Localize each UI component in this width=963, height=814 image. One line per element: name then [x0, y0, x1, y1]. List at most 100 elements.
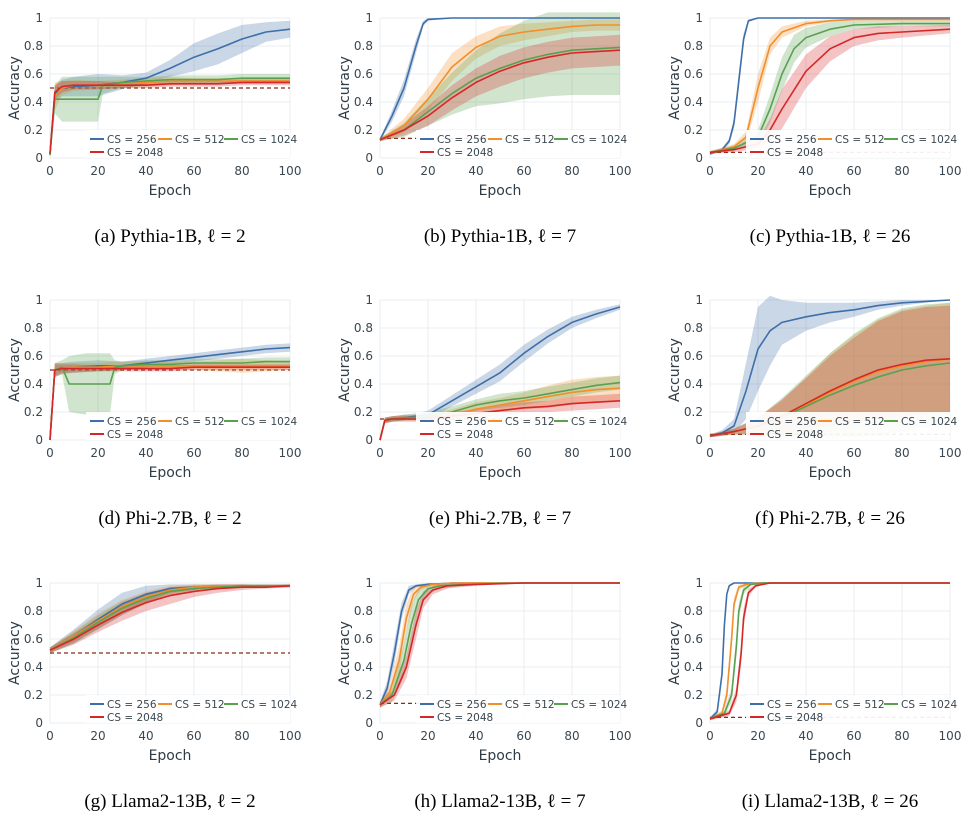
legend-background — [86, 695, 290, 723]
legend-entry-label: CS = 256 — [437, 699, 487, 711]
y-tick-label: 0.8 — [24, 604, 43, 618]
chart-panel: 0 0.2 0.4 0.6 0.8 1 0 20 40 60 80 100 Epoch Accuracy C… — [667, 293, 961, 529]
panel-caption: (d) Phi-2.7B, ℓ = 2 — [98, 508, 241, 529]
y-tick-label: 0.8 — [354, 604, 373, 618]
series-line — [49, 585, 291, 651]
y-tick-label: 0.4 — [24, 95, 43, 109]
chart-panel: 0 0.2 0.4 0.6 0.8 1 0 20 40 60 80 100 Epoch Accuracy C… — [667, 11, 961, 247]
legend-entry-label: CS = 1024 — [571, 699, 628, 711]
x-tick-label: 20 — [750, 729, 765, 743]
panel-caption: (b) Pythia-1B, ℓ = 7 — [424, 226, 576, 247]
legend-entry-label: CS = 1024 — [901, 134, 958, 146]
y-tick-label: 0 — [35, 433, 43, 447]
legend-entry-label: CS = 2048 — [767, 712, 823, 724]
panel-caption: (f) Phi-2.7B, ℓ = 26 — [755, 508, 905, 529]
legend-entry-label: CS = 512 — [835, 416, 885, 428]
x-axis-label: Epoch — [149, 748, 192, 764]
y-tick-label: 0.2 — [354, 405, 373, 419]
x-tick-label: 0 — [706, 164, 714, 178]
panel-caption: (a) Pythia-1B, ℓ = 2 — [94, 226, 245, 247]
legend: CS = 256 CS = 512 CS = 1024 CS = 2048 — [746, 130, 958, 159]
x-tick-label: 20 — [90, 729, 105, 743]
confidence-band — [710, 18, 950, 154]
y-tick-label: 0.8 — [684, 39, 703, 53]
y-tick-label: 0.4 — [684, 377, 703, 391]
panel-caption: (g) Llama2-13B, ℓ = 2 — [84, 791, 255, 812]
series-line — [49, 366, 290, 441]
chart-panel: 0 0.2 0.4 0.6 0.8 1 0 20 40 60 80 100 Epoch Accuracy C… — [7, 576, 301, 812]
x-tick-label: 40 — [138, 729, 153, 743]
legend-entry-label: CS = 256 — [107, 416, 157, 428]
legend-entry-label: CS = 2048 — [767, 429, 823, 441]
legend-entry-label: CS = 1024 — [241, 134, 298, 146]
legend: CS = 256 CS = 512 CS = 1024 CS = 2048 — [416, 695, 628, 724]
legend-entry-label: CS = 256 — [767, 134, 817, 146]
y-axis-label: Accuracy — [7, 338, 23, 402]
legend-entry-label: CS = 1024 — [571, 416, 628, 428]
x-tick-label: 20 — [750, 164, 765, 178]
y-tick-label: 0.2 — [354, 688, 373, 702]
legend-entry-label: CS = 256 — [437, 416, 487, 428]
x-tick-label: 40 — [138, 446, 153, 460]
legend-entry-label: CS = 512 — [505, 699, 555, 711]
y-tick-label: 0.4 — [24, 660, 43, 674]
y-tick-label: 0.2 — [354, 123, 373, 137]
legend-entry-label: CS = 256 — [767, 416, 817, 428]
y-tick-label: 0.4 — [354, 377, 373, 391]
x-tick-label: 40 — [468, 164, 483, 178]
legend: CS = 256 CS = 512 CS = 1024 CS = 2048 — [746, 412, 958, 441]
x-tick-label: 0 — [376, 164, 384, 178]
legend-background — [86, 130, 290, 158]
legend: CS = 256 CS = 512 CS = 1024 CS = 2048 — [86, 695, 298, 724]
x-tick-label: 60 — [846, 164, 861, 178]
series-line — [709, 18, 950, 154]
x-axis-label: Epoch — [809, 748, 852, 764]
x-tick-label: 0 — [376, 729, 384, 743]
x-tick-label: 80 — [564, 446, 579, 460]
legend-entry-label: CS = 256 — [767, 699, 817, 711]
y-tick-label: 0 — [35, 716, 43, 730]
x-tick-label: 20 — [750, 446, 765, 460]
y-tick-label: 0.4 — [24, 377, 43, 391]
y-tick-label: 0 — [365, 151, 373, 165]
x-tick-label: 60 — [516, 446, 531, 460]
x-tick-label: 80 — [234, 729, 249, 743]
legend-background — [746, 412, 950, 440]
x-tick-label: 0 — [46, 729, 54, 743]
series-line — [709, 17, 950, 155]
chart-panel: 0 0.2 0.4 0.6 0.8 1 0 20 40 60 80 100 Epoch Accuracy C… — [667, 576, 961, 812]
confidence-band — [50, 20, 290, 157]
y-axis-label: Accuracy — [667, 338, 683, 402]
x-tick-label: 40 — [798, 446, 813, 460]
confidence-band — [710, 20, 950, 154]
y-tick-label: 0.4 — [354, 95, 373, 109]
legend-background — [746, 695, 950, 723]
panel-caption: (i) Llama2-13B, ℓ = 26 — [742, 791, 919, 812]
x-axis-label: Epoch — [479, 465, 522, 481]
y-tick-label: 1 — [35, 11, 43, 25]
y-tick-label: 0 — [695, 151, 703, 165]
panel-caption: (h) Llama2-13B, ℓ = 7 — [414, 791, 585, 812]
y-tick-label: 1 — [35, 576, 43, 590]
x-tick-label: 0 — [46, 446, 54, 460]
y-tick-label: 1 — [695, 293, 703, 307]
confidence-band — [380, 34, 620, 142]
legend-background — [416, 412, 620, 440]
y-tick-label: 0.6 — [24, 67, 43, 81]
legend-entry-label: CS = 2048 — [107, 147, 163, 159]
legend-entry-label: CS = 2048 — [437, 712, 493, 724]
y-tick-label: 0.4 — [354, 660, 373, 674]
confidence-band — [710, 305, 950, 438]
confidence-band — [50, 353, 290, 442]
legend: CS = 256 CS = 512 CS = 1024 CS = 2048 — [746, 695, 958, 724]
x-axis-label: Epoch — [479, 748, 522, 764]
x-tick-label: 80 — [894, 164, 909, 178]
confidence-band — [380, 12, 620, 142]
confidence-band — [710, 25, 950, 154]
y-tick-label: 0 — [35, 151, 43, 165]
legend-entry-label: CS = 2048 — [107, 429, 163, 441]
y-tick-label: 0.6 — [354, 349, 373, 363]
y-tick-label: 0 — [365, 716, 373, 730]
legend-background — [416, 695, 620, 723]
x-tick-label: 100 — [279, 729, 302, 743]
